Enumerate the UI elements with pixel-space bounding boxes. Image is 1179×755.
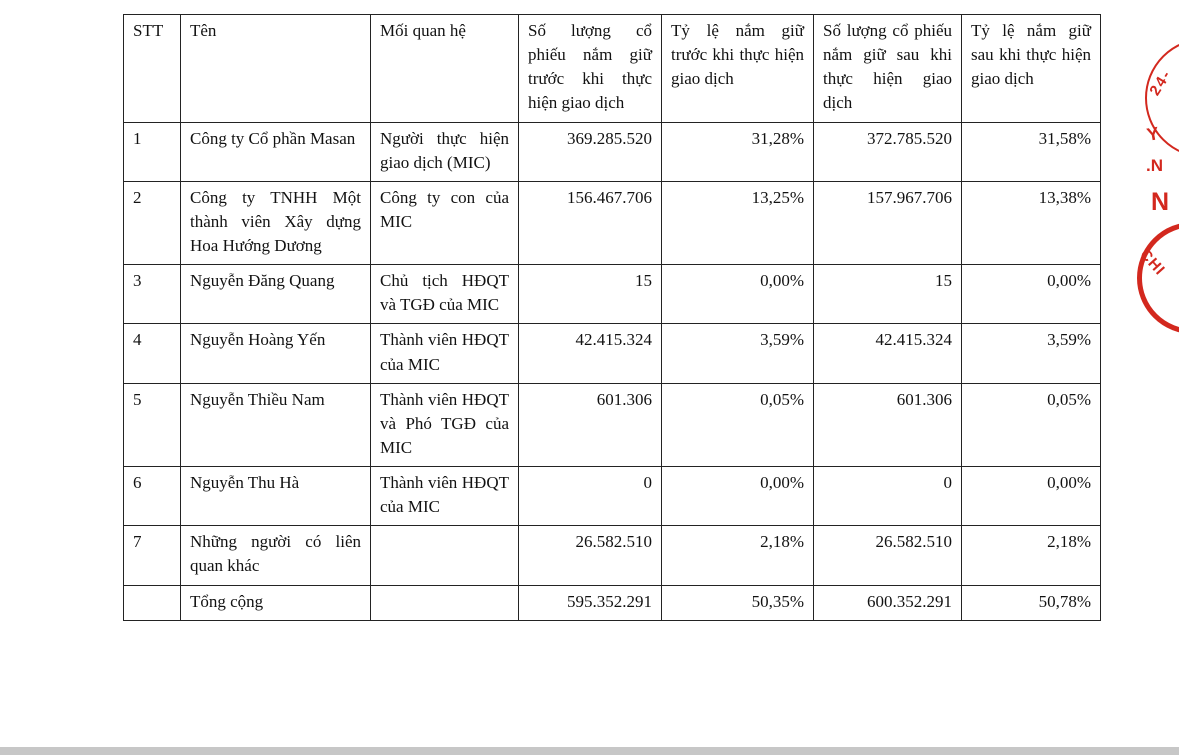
seal-arc-icon: [1145, 38, 1179, 158]
table-row: 2 Công ty TNHH Một thành viên Xây dựng H…: [123, 180, 1101, 266]
cell-stt: 2: [123, 180, 181, 266]
cell-shares-after: 15: [813, 264, 962, 325]
cell-ratio-before: 0,05%: [661, 382, 814, 468]
shareholding-table: STT Tên Mối quan hệ Số lượng cổ phiếu nắ…: [123, 14, 1101, 621]
header-row: STT Tên Mối quan hệ Số lượng cổ phiếu nắ…: [123, 14, 1101, 123]
red-seal-stamp: 24- Y .N N CHI: [1119, 38, 1179, 334]
cell-ratio-before: 31,28%: [661, 121, 814, 182]
seal-text-fragment: .N: [1146, 156, 1163, 175]
cell-stt: 7: [123, 525, 181, 586]
cell-name: Công ty Cổ phần Masan: [180, 121, 371, 182]
cell-name: Nguyễn Thu Hà: [180, 465, 371, 527]
cell-shares-after: 372.785.520: [813, 121, 962, 182]
cell-ratio-after: 3,59%: [961, 323, 1101, 384]
cell-ratio-after: 0,05%: [961, 382, 1101, 468]
scan-artifact-band: [0, 747, 1179, 755]
total-ratio-before: 50,35%: [661, 584, 814, 621]
col-header-ratio-after: Tỷ lệ nắm giữ sau khi thực hiện giao dịc…: [961, 14, 1101, 123]
seal-text-fragment: 24-: [1146, 66, 1176, 99]
cell-name: Những người có liên quan khác: [180, 525, 371, 586]
cell-shares-before: 156.467.706: [518, 180, 662, 266]
cell-stt: 4: [123, 323, 181, 384]
col-header-name: Tên: [180, 14, 371, 123]
cell-shares-before: 26.582.510: [518, 525, 662, 586]
table-row: 3 Nguyễn Đăng Quang Chủ tịch HĐQT và TGĐ…: [123, 264, 1101, 325]
cell-relationship: Thành viên HĐQT của MIC: [370, 465, 519, 527]
cell-ratio-before: 3,59%: [661, 323, 814, 384]
cell-ratio-before: 13,25%: [661, 180, 814, 266]
total-shares-before: 595.352.291: [518, 584, 662, 621]
col-header-ratio-before: Tỷ lệ nắm giữ trước khi thực hiện giao d…: [661, 14, 814, 123]
cell-relationship: Chủ tịch HĐQT và TGĐ của MIC: [370, 264, 519, 325]
cell-shares-after: 157.967.706: [813, 180, 962, 266]
cell-ratio-after: 0,00%: [961, 264, 1101, 325]
col-header-shares-before: Số lượng cổ phiếu nắm giữ trước khi thực…: [518, 14, 662, 123]
cell-ratio-before: 2,18%: [661, 525, 814, 586]
cell-name: Nguyễn Hoàng Yến: [180, 323, 371, 384]
table-row: 6 Nguyễn Thu Hà Thành viên HĐQT của MIC …: [123, 465, 1101, 527]
col-header-stt: STT: [123, 14, 181, 123]
cell-shares-before: 42.415.324: [518, 323, 662, 384]
cell-ratio-after: 13,38%: [961, 180, 1101, 266]
seal-text-fragment: Y: [1145, 123, 1161, 145]
cell-relationship-empty: [370, 584, 519, 621]
cell-relationship: Người thực hiện giao dịch (MIC): [370, 121, 519, 182]
total-shares-after: 600.352.291: [813, 584, 962, 621]
cell-shares-before: 15: [518, 264, 662, 325]
cell-shares-after: 26.582.510: [813, 525, 962, 586]
cell-stt-empty: [123, 584, 181, 621]
cell-stt: 1: [123, 121, 181, 182]
cell-ratio-after: 0,00%: [961, 465, 1101, 527]
cell-stt: 3: [123, 264, 181, 325]
cell-shares-after: 42.415.324: [813, 323, 962, 384]
cell-relationship: Thành viên HĐQT và Phó TGĐ của MIC: [370, 382, 519, 468]
total-ratio-after: 50,78%: [961, 584, 1101, 621]
table-row: 5 Nguyễn Thiều Nam Thành viên HĐQT và Ph…: [123, 382, 1101, 468]
cell-stt: 5: [123, 382, 181, 468]
cell-relationship: Thành viên HĐQT của MIC: [370, 323, 519, 384]
cell-name: Nguyễn Đăng Quang: [180, 264, 371, 325]
seal-arc-icon: [1137, 222, 1179, 334]
seal-text-fragment: N: [1150, 188, 1169, 216]
cell-ratio-after: 31,58%: [961, 121, 1101, 182]
seal-text-fragment: CHI: [1136, 246, 1169, 279]
total-row: Tổng cộng 595.352.291 50,35% 600.352.291…: [123, 584, 1101, 621]
cell-name: Nguyễn Thiều Nam: [180, 382, 371, 468]
cell-ratio-after: 2,18%: [961, 525, 1101, 586]
table-row: 1 Công ty Cổ phần Masan Người thực hiện …: [123, 121, 1101, 182]
cell-shares-after: 0: [813, 465, 962, 527]
cell-name: Công ty TNHH Một thành viên Xây dựng Hoa…: [180, 180, 371, 266]
cell-shares-before: 369.285.520: [518, 121, 662, 182]
cell-shares-after: 601.306: [813, 382, 962, 468]
table-row: 4 Nguyễn Hoàng Yến Thành viên HĐQT của M…: [123, 323, 1101, 384]
cell-shares-before: 601.306: [518, 382, 662, 468]
cell-relationship: [370, 525, 519, 586]
cell-stt: 6: [123, 465, 181, 527]
total-label: Tổng cộng: [180, 584, 371, 621]
col-header-relationship: Mối quan hệ: [370, 14, 519, 123]
col-header-shares-after: Số lượng cổ phiếu nắm giữ sau khi thực h…: [813, 14, 962, 123]
cell-ratio-before: 0,00%: [661, 465, 814, 527]
cell-ratio-before: 0,00%: [661, 264, 814, 325]
cell-shares-before: 0: [518, 465, 662, 527]
table-row: 7 Những người có liên quan khác 26.582.5…: [123, 525, 1101, 586]
cell-relationship: Công ty con của MIC: [370, 180, 519, 266]
